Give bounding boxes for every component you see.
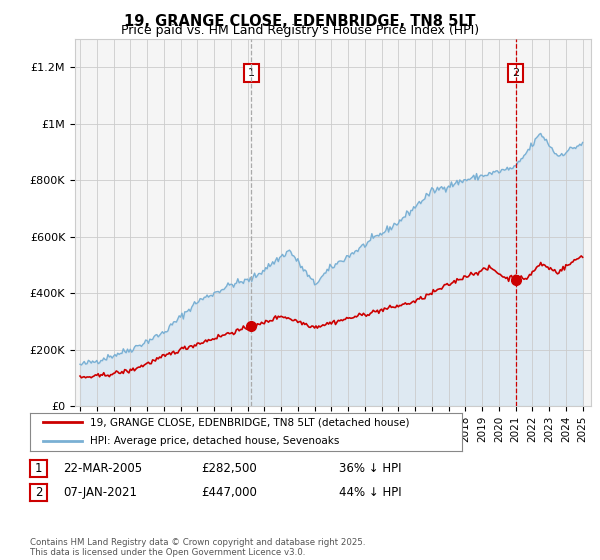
Text: 44% ↓ HPI: 44% ↓ HPI: [339, 486, 401, 500]
Text: 2: 2: [512, 68, 520, 78]
Text: 1: 1: [248, 68, 255, 78]
Text: £447,000: £447,000: [201, 486, 257, 500]
Text: 07-JAN-2021: 07-JAN-2021: [63, 486, 137, 500]
Text: 19, GRANGE CLOSE, EDENBRIDGE, TN8 5LT: 19, GRANGE CLOSE, EDENBRIDGE, TN8 5LT: [124, 14, 476, 29]
Text: 1: 1: [35, 462, 42, 475]
Text: HPI: Average price, detached house, Sevenoaks: HPI: Average price, detached house, Seve…: [91, 436, 340, 446]
Text: 36% ↓ HPI: 36% ↓ HPI: [339, 462, 401, 475]
Text: Price paid vs. HM Land Registry's House Price Index (HPI): Price paid vs. HM Land Registry's House …: [121, 24, 479, 37]
Text: £282,500: £282,500: [201, 462, 257, 475]
Text: Contains HM Land Registry data © Crown copyright and database right 2025.
This d: Contains HM Land Registry data © Crown c…: [30, 538, 365, 557]
Text: 22-MAR-2005: 22-MAR-2005: [63, 462, 142, 475]
Text: 2: 2: [35, 486, 42, 500]
Text: 19, GRANGE CLOSE, EDENBRIDGE, TN8 5LT (detached house): 19, GRANGE CLOSE, EDENBRIDGE, TN8 5LT (d…: [91, 417, 410, 427]
